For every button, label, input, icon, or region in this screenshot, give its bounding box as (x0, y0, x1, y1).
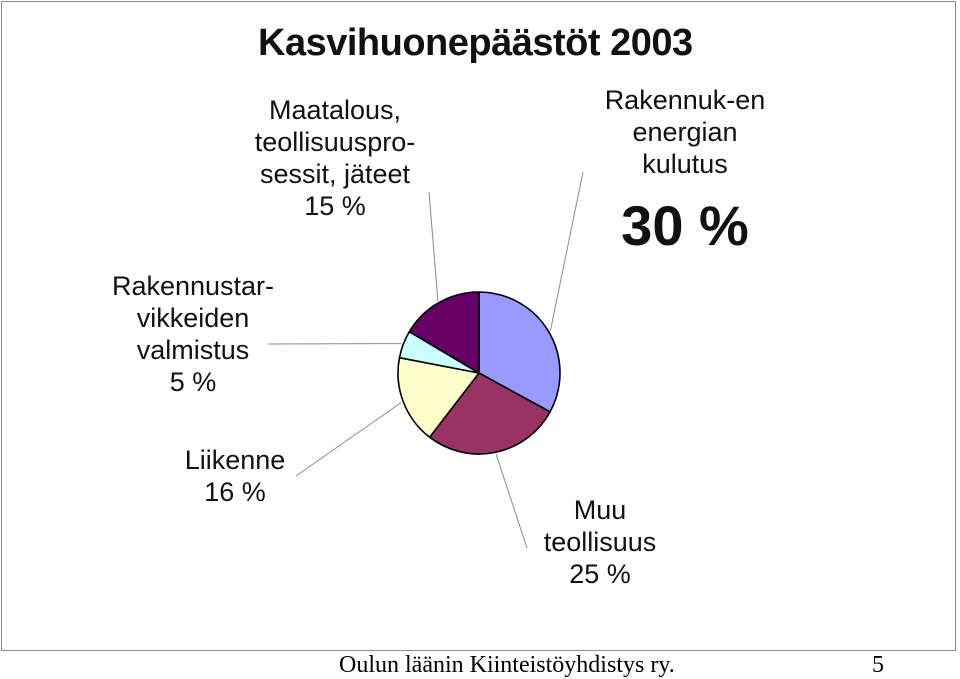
slice-label-line: teollisuuspro- (225, 126, 445, 158)
slice-value-label: 15 % (225, 190, 445, 222)
slice-label-line: Muu (515, 494, 685, 526)
slice-label-line: valmistus (88, 334, 298, 366)
footer-organization: Oulun läänin Kiinteistöyhdistys ry. (339, 652, 675, 679)
slice-label-building-materials: Rakennustar- vikkeiden valmistus 5 % (88, 270, 298, 398)
slice-label-line: Rakennuk-en (585, 84, 785, 116)
slice-label-line: sessit, jäteet (225, 158, 445, 190)
slice-label-other-industry: Muu teollisuus 25 % (515, 494, 685, 590)
slice-value-label: 16 % (170, 476, 300, 508)
slice-label-agriculture: Maatalous, teollisuuspro- sessit, jäteet… (225, 94, 445, 222)
page-number: 5 (872, 652, 884, 679)
slice-label-buildings-energy: Rakennuk-en energian kulutus 30 % (585, 84, 785, 258)
slice-label-line: vikkeiden (88, 302, 298, 334)
leader-line (550, 172, 583, 331)
footer: Oulun läänin Kiinteistöyhdistys ry. 5 (0, 651, 958, 678)
slice-label-line: kulutus (585, 148, 785, 180)
slice-label-line: Maatalous, (225, 94, 445, 126)
slice-label-line: Liikenne (170, 444, 300, 476)
slice-label-line: Rakennustar- (88, 270, 298, 302)
slice-label-traffic: Liikenne 16 % (170, 444, 300, 508)
slice-label-line: energian (585, 116, 785, 148)
slice-label-line: teollisuus (515, 526, 685, 558)
slice-value-label: 30 % (585, 194, 785, 258)
leader-line (296, 402, 401, 476)
slice-value-label: 5 % (88, 366, 298, 398)
slice-value-label: 25 % (515, 558, 685, 590)
